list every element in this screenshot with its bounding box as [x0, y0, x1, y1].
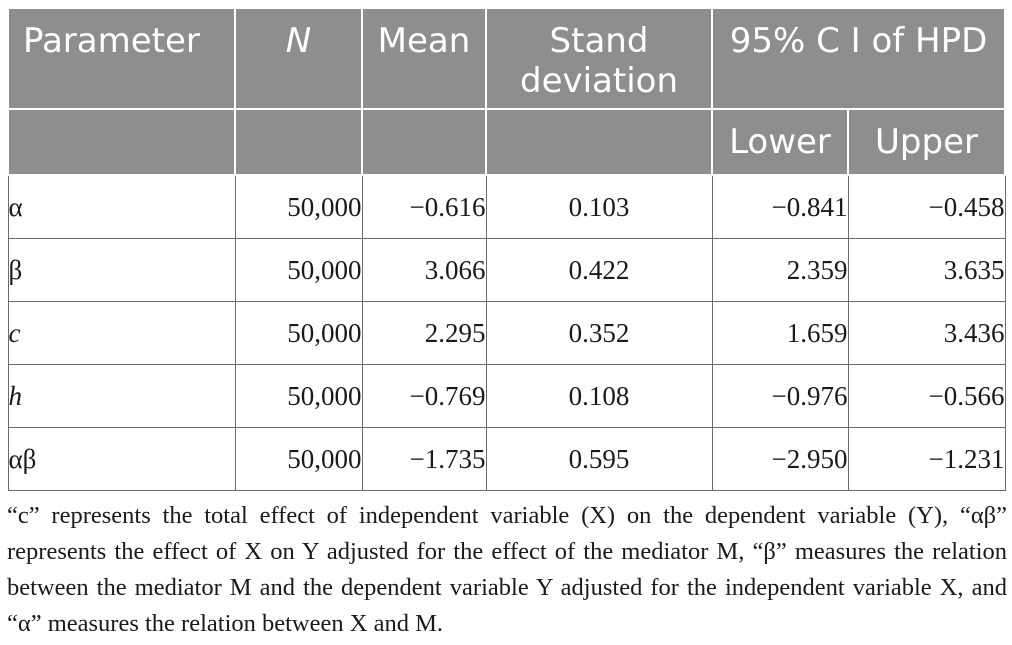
- table-row: α 50,000 −0.616 0.103 −0.841 −0.458: [7, 174, 1006, 239]
- cell-upper: −1.231: [847, 427, 1006, 491]
- table-row: c 50,000 2.295 0.352 1.659 3.436: [7, 301, 1006, 365]
- header-lower: Lower: [711, 108, 849, 176]
- cell-lower: −0.841: [711, 174, 849, 239]
- cell-lower: −0.976: [711, 364, 849, 428]
- cell-parameter: c: [7, 301, 236, 365]
- cell-lower: 1.659: [711, 301, 849, 365]
- header-n: N: [234, 7, 363, 110]
- table-row: h 50,000 −0.769 0.108 −0.976 −0.566: [7, 364, 1006, 428]
- cell-mean: 3.066: [361, 238, 487, 302]
- cell-n: 50,000: [234, 427, 363, 491]
- cell-n: 50,000: [234, 301, 363, 365]
- header-stand-deviation: Stand deviation: [485, 7, 713, 110]
- cell-mean: −0.616: [361, 174, 487, 239]
- cell-upper: 3.436: [847, 301, 1006, 365]
- subheader-empty-sd: [485, 108, 713, 176]
- cell-sd: 0.595: [485, 427, 713, 491]
- header-row: Parameter N Mean Stand deviation 95% C I…: [7, 7, 1006, 110]
- results-table: Parameter N Mean Stand deviation 95% C I…: [7, 7, 1006, 491]
- header-upper: Upper: [847, 108, 1006, 176]
- cell-lower: −2.950: [711, 427, 849, 491]
- cell-mean: −0.769: [361, 364, 487, 428]
- cell-sd: 0.103: [485, 174, 713, 239]
- cell-upper: −0.458: [847, 174, 1006, 239]
- cell-upper: −0.566: [847, 364, 1006, 428]
- subheader-empty-mean: [361, 108, 487, 176]
- cell-mean: −1.735: [361, 427, 487, 491]
- table-row: β 50,000 3.066 0.422 2.359 3.635: [7, 238, 1006, 302]
- cell-sd: 0.108: [485, 364, 713, 428]
- table-footnote: “c” represents the total effect of indep…: [7, 502, 1007, 637]
- subheader-empty-n: [234, 108, 363, 176]
- cell-n: 50,000: [234, 364, 363, 428]
- cell-parameter: h: [7, 364, 236, 428]
- subheader-empty-parameter: [7, 108, 236, 176]
- table-row: αβ 50,000 −1.735 0.595 −2.950 −1.231: [7, 427, 1006, 491]
- header-parameter: Parameter: [7, 7, 236, 110]
- cell-n: 50,000: [234, 174, 363, 239]
- cell-lower: 2.359: [711, 238, 849, 302]
- cell-n: 50,000: [234, 238, 363, 302]
- header-ci: 95% C I of HPD: [711, 7, 1006, 110]
- cell-parameter: αβ: [7, 427, 236, 491]
- cell-sd: 0.422: [485, 238, 713, 302]
- subheader-row: Lower Upper: [7, 108, 1006, 176]
- cell-mean: 2.295: [361, 301, 487, 365]
- header-mean: Mean: [361, 7, 487, 110]
- cell-sd: 0.352: [485, 301, 713, 365]
- cell-upper: 3.635: [847, 238, 1006, 302]
- cell-parameter: β: [7, 238, 236, 302]
- cell-parameter: α: [7, 174, 236, 239]
